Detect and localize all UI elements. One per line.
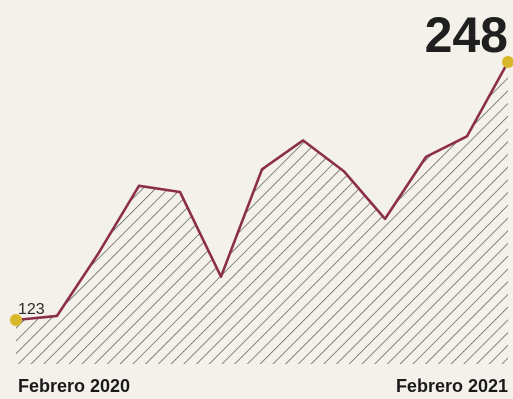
start-value-label: 123 [18,301,45,318]
marker-group [10,56,513,326]
area-fill-group [16,62,508,364]
end-point-marker [502,56,513,68]
series-line [15,61,510,322]
x-label-start: Febrero 2020 [18,376,130,396]
area-fill [16,62,508,364]
end-value-label: 248 [425,7,508,63]
x-label-end: Febrero 2021 [396,376,508,396]
label-group: 123 248 Febrero 2020 Febrero 2021 [18,7,508,396]
series-line-group [15,61,510,322]
start-point-marker [10,314,22,326]
